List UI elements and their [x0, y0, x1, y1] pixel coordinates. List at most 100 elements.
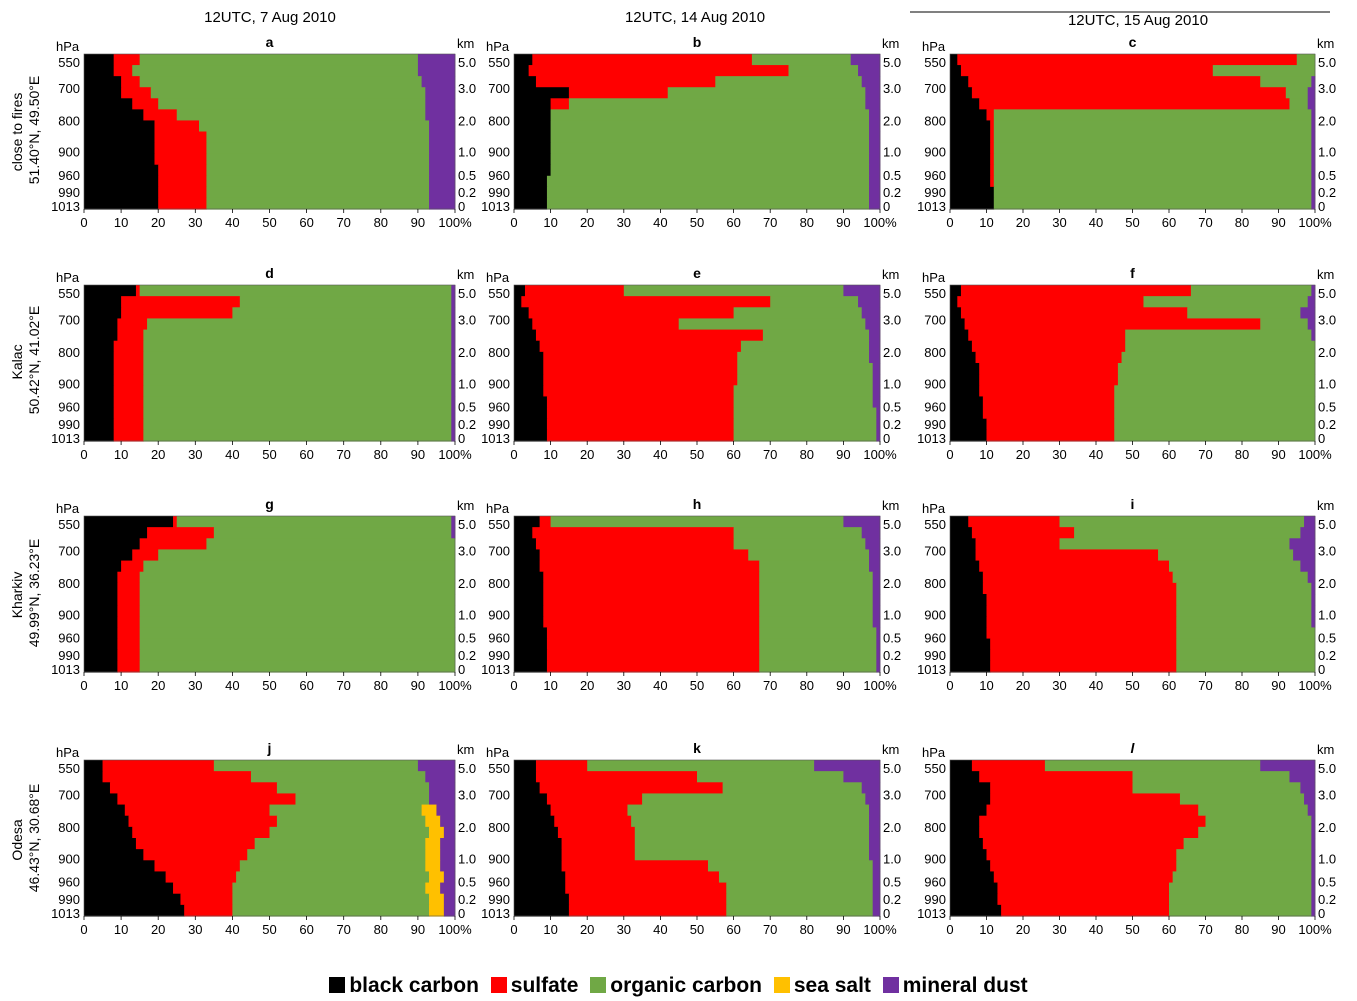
bar-sulfate	[565, 882, 727, 895]
axis-unit-km: km	[1317, 498, 1334, 513]
bar-sulfate	[986, 849, 1177, 861]
bar-sulfate	[997, 893, 1170, 906]
axis-unit-km: km	[882, 742, 899, 757]
bar-sulfate	[971, 87, 1287, 99]
x-tick-label: 80	[1235, 447, 1249, 462]
bar-black-carbon	[514, 571, 544, 584]
height-tick-label: 2.0	[1318, 820, 1336, 835]
bar-organic-carbon	[139, 76, 423, 88]
bar-black-carbon	[950, 296, 958, 308]
x-tick-label: 10	[979, 215, 993, 230]
bar-mineral-dust	[417, 65, 456, 77]
x-tick-label: 20	[580, 678, 594, 693]
bar-organic-carbon	[206, 186, 430, 199]
bar-black-carbon	[950, 660, 991, 673]
bar-sulfate	[165, 871, 237, 884]
bar-black-carbon	[84, 318, 118, 331]
bar-organic-carbon	[726, 904, 874, 917]
panel-label: f	[1130, 265, 1135, 281]
legend-swatch-organic-carbon	[590, 977, 607, 993]
pressure-tick-label: 700	[924, 543, 946, 558]
pressure-tick-label: 960	[924, 875, 946, 890]
bar-sulfate	[524, 285, 625, 297]
bar-organic-carbon	[1114, 418, 1316, 431]
bar-organic-carbon	[1169, 560, 1301, 573]
height-tick-label: 0.2	[458, 417, 476, 432]
x-tick-label: 10	[114, 447, 128, 462]
bar-organic-carbon	[232, 893, 430, 906]
bar-black-carbon	[950, 351, 976, 364]
bar-sulfate	[173, 516, 178, 528]
legend-swatch-black-carbon	[329, 977, 346, 993]
x-tick-label: 100%	[1298, 447, 1332, 462]
column-title-3: 12UTC, 15 Aug 2010	[1068, 12, 1208, 29]
height-tick-label: 0.2	[883, 417, 901, 432]
bar-mineral-dust	[872, 605, 881, 617]
bar-mineral-dust	[451, 407, 456, 420]
bar-black-carbon	[84, 120, 155, 133]
bar-mineral-dust	[872, 374, 881, 386]
bar-sea-salt	[425, 815, 441, 828]
bar-sulfate	[568, 87, 669, 99]
bar-black-carbon	[514, 893, 570, 906]
pressure-tick-label: 990	[488, 185, 510, 200]
bar-mineral-dust	[1311, 186, 1316, 199]
row-coords: 49.99°N, 36.23°E	[26, 539, 42, 648]
bar-organic-carbon	[1044, 760, 1261, 772]
bar-black-carbon	[950, 407, 984, 420]
bar-organic-carbon	[269, 826, 430, 839]
bar-mineral-dust	[1311, 860, 1316, 873]
height-tick-label: 0.5	[1318, 875, 1336, 890]
bar-mineral-dust	[1311, 871, 1316, 884]
bar-sulfate	[971, 340, 1126, 353]
bar-black-carbon	[950, 627, 987, 640]
bar-black-carbon	[84, 54, 115, 66]
axis-unit-km: km	[457, 267, 474, 282]
bar-organic-carbon	[678, 318, 866, 331]
bar-sulfate	[124, 804, 270, 817]
bar-mineral-dust	[850, 54, 881, 66]
bar-black-carbon	[950, 307, 962, 320]
bar-black-carbon	[84, 186, 159, 199]
legend-swatch-sea-salt	[773, 977, 790, 993]
bar-sulfate	[158, 186, 207, 199]
bar-sulfate	[568, 904, 727, 917]
bar-organic-carbon	[269, 804, 423, 817]
bar-black-carbon	[84, 385, 115, 398]
bar-organic-carbon	[634, 826, 870, 839]
panel-label: j	[267, 740, 272, 756]
bar-organic-carbon	[550, 516, 844, 528]
height-tick-label: 0	[1318, 662, 1325, 677]
bar-organic-carbon	[1132, 782, 1301, 795]
panel-label: i	[1131, 496, 1135, 512]
bar-sulfate	[957, 54, 1298, 66]
bar-sulfate	[535, 538, 734, 551]
bar-mineral-dust	[1311, 815, 1316, 828]
bar-black-carbon	[514, 549, 541, 562]
pressure-tick-label: 550	[488, 517, 510, 532]
bar-organic-carbon	[550, 142, 870, 155]
pressure-tick-label: 800	[924, 820, 946, 835]
bar-black-carbon	[514, 660, 548, 673]
bar-sulfate	[990, 660, 1177, 673]
bar-organic-carbon	[587, 760, 815, 772]
bar-black-carbon	[950, 142, 991, 155]
bar-organic-carbon	[1169, 882, 1312, 895]
bar-organic-carbon	[254, 838, 426, 850]
height-tick-label: 3.0	[1318, 787, 1336, 802]
bar-black-carbon	[950, 571, 984, 584]
bar-mineral-dust	[425, 87, 456, 99]
bar-black-carbon	[514, 793, 548, 806]
bar-sulfate	[565, 871, 720, 884]
bar-organic-carbon	[139, 660, 456, 673]
bar-organic-carbon	[627, 804, 870, 817]
pressure-tick-label: 700	[924, 787, 946, 802]
bar-sulfate	[979, 385, 1115, 398]
bar-black-carbon	[514, 527, 533, 539]
bar-organic-carbon	[139, 582, 456, 595]
bar-mineral-dust	[876, 649, 881, 662]
